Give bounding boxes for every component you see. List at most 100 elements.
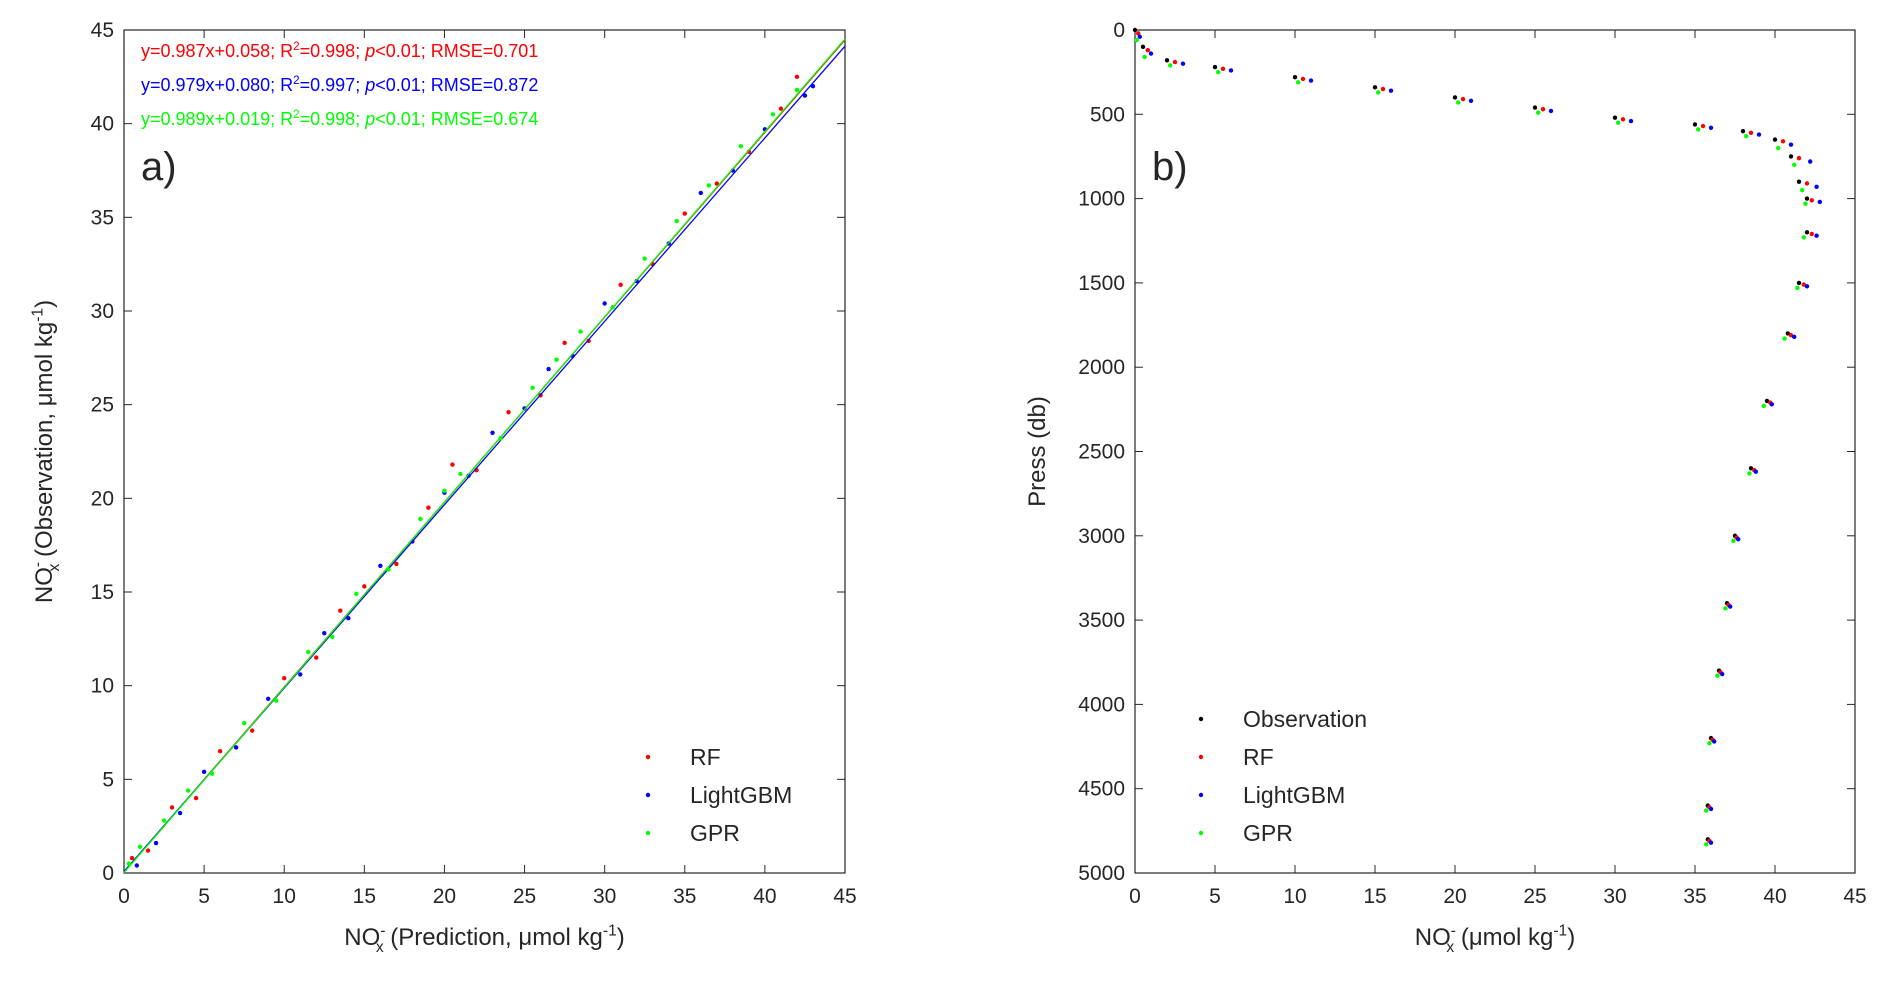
point (1148, 51, 1154, 56)
point (249, 728, 255, 733)
point (1747, 471, 1752, 476)
point (1220, 66, 1226, 71)
y-tick-label: 10 (91, 675, 114, 698)
point (1731, 538, 1736, 544)
text-segment: (Observation, μmol kg (31, 322, 58, 564)
x-tick-label: 15 (1363, 885, 1386, 908)
text-segment: Press (db) (1024, 396, 1051, 507)
point (714, 181, 720, 186)
x-tick-label: 35 (1683, 885, 1706, 908)
text-segment: (Prediction, μmol kg (384, 924, 603, 951)
x-tick-label: 5 (198, 885, 210, 908)
point (1132, 27, 1138, 33)
x-tick-label: 40 (753, 885, 776, 908)
point (698, 190, 703, 196)
point (1712, 739, 1717, 744)
point (1228, 68, 1234, 73)
point (1801, 235, 1807, 240)
legend-label: RF (690, 744, 721, 770)
legend-label: Observation (1243, 706, 1367, 732)
x-tick-label: 30 (593, 885, 616, 908)
point (1376, 90, 1381, 95)
x-tick-label: 30 (1603, 885, 1626, 908)
point (506, 409, 511, 415)
point (1388, 88, 1394, 93)
point (1728, 604, 1733, 609)
point (738, 143, 744, 149)
text-segment: 2 (293, 74, 300, 87)
point (1761, 403, 1767, 409)
text-segment: <0.01; RMSE=0.872 (375, 75, 538, 95)
text-segment: -1 (29, 308, 46, 322)
x-tick-label: 45 (833, 885, 856, 908)
x-tick-label: 15 (353, 885, 376, 908)
point (1620, 117, 1626, 122)
point (145, 848, 151, 853)
point (1708, 125, 1714, 130)
point (1300, 76, 1306, 82)
y-tick-label: 500 (1090, 103, 1125, 126)
fit-annotation: y=0.987x+0.058; R2=0.998; p<0.01; RMSE=0… (141, 40, 538, 61)
point (282, 675, 287, 681)
text-segment: -1 (1553, 922, 1567, 939)
y-axis-label: NO-x (Observation, μmol kg-1) (29, 300, 63, 603)
legend-label: RF (1243, 744, 1274, 770)
point (674, 218, 679, 224)
point (1769, 402, 1775, 407)
panel-label: a) (141, 145, 177, 189)
point (1540, 107, 1546, 112)
point (274, 698, 279, 703)
point (426, 505, 431, 510)
point (1804, 230, 1810, 235)
y-tick-label: 3000 (1078, 525, 1125, 548)
x-tick-label: 35 (673, 885, 696, 908)
point (1804, 196, 1810, 201)
point (1136, 31, 1141, 36)
point (1756, 132, 1762, 137)
legend-label: GPR (690, 820, 740, 846)
point (770, 112, 776, 117)
text-segment: =0.997; (300, 75, 366, 95)
point (602, 301, 607, 306)
plot-frame (123, 29, 846, 874)
point (1137, 34, 1143, 39)
y-tick-label: 5000 (1078, 862, 1125, 885)
y-tick-label: 1500 (1078, 272, 1125, 295)
point (458, 471, 463, 477)
point (1460, 96, 1466, 102)
y-tick-label: 1000 (1078, 188, 1125, 211)
panel-label: b) (1152, 145, 1188, 189)
point (1792, 334, 1797, 340)
point (354, 591, 359, 597)
point (1788, 154, 1794, 159)
point (346, 616, 351, 621)
point (1616, 120, 1621, 125)
point (1612, 115, 1618, 120)
text-segment: NO (344, 924, 380, 951)
point (1180, 61, 1186, 66)
text-segment: - (380, 922, 385, 939)
point (1164, 58, 1170, 63)
legend-marker (1198, 716, 1204, 722)
x-tick-label: 25 (1523, 885, 1546, 908)
point (1796, 155, 1802, 161)
point (1800, 187, 1805, 193)
y-tick-label: 35 (91, 206, 114, 229)
point (802, 93, 808, 98)
point (1468, 98, 1474, 104)
point (682, 211, 687, 216)
x-tick-label: 20 (1443, 885, 1466, 908)
point (153, 840, 159, 846)
point (618, 282, 623, 287)
x-tick-label: 45 (1843, 885, 1866, 908)
point (1748, 130, 1754, 136)
point (1772, 137, 1778, 142)
point (1704, 842, 1709, 847)
point (1814, 184, 1819, 189)
text-segment: y=0.979x+0.080; R (141, 75, 293, 95)
y-tick-label: 0 (102, 862, 114, 885)
point (1817, 199, 1823, 205)
text-segment: ) (31, 300, 58, 308)
y-tick-label: 4000 (1078, 693, 1125, 716)
point (298, 672, 303, 677)
